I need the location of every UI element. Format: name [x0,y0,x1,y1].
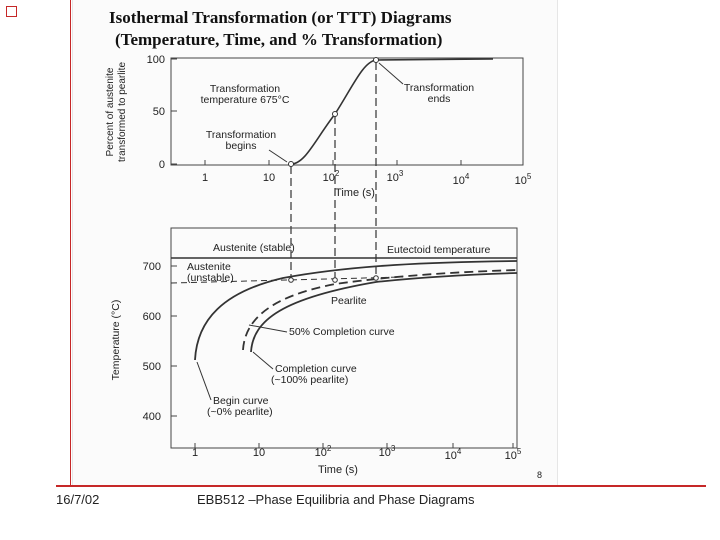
bottom-xlabel: Time (s) [318,464,358,476]
top-xtick-10-2: 102 [323,169,340,184]
bottom-xtick-10-3: 103 [379,444,396,459]
label-completion-line1: Completion curve [275,363,357,375]
bottom-ytick-600: 600 [143,311,161,323]
annotation-ends-line2: ends [428,93,451,105]
top-xticks [204,160,524,165]
bottom-ytick-400: 400 [143,411,161,423]
annotation-transformation-temp-line2: temperature 675°C [201,94,290,106]
page-number: 8 [537,470,542,480]
arrow-begin [196,361,212,401]
arrow-fifty-percent [248,324,288,333]
footer-date: 16/7/02 [56,492,100,507]
point-transformation-ends [373,57,379,63]
top-xtick-10-4: 104 [453,172,470,187]
label-pearlite: Pearlite [331,295,367,307]
point-end-675 [373,275,379,281]
label-begin-line2: (~0% pearlite) [207,406,273,418]
bottom-xtick-10: 10 [253,447,265,459]
annotation-begins-line2: begins [226,140,257,152]
footer-course-title: EBB512 –Phase Equilibria and Phase Diagr… [197,492,475,507]
point-begin-675 [288,277,294,283]
top-plot: 0 50 100 Percent of austenite transforme… [105,54,532,199]
point-transformation-begins [288,161,294,167]
bottom-ytick-700: 700 [143,261,161,273]
bottom-xtick-10-2: 102 [315,444,332,459]
slide-corner-marker [6,6,17,17]
label-austenite-unstable-line2: (unstable) [187,272,234,284]
label-begin-line1: Begin curve [213,395,269,407]
top-xlabel: Time (s) [335,187,375,199]
bottom-plot-frame [170,227,518,449]
bottom-ylabel: Temperature (°C) [110,300,122,381]
annotation-begins-line1: Transformation [206,129,276,141]
top-plot-frame [170,57,524,166]
ttt-diagram-svg: 0 50 100 Percent of austenite transforme… [105,54,542,480]
top-ytick-label-0: 0 [159,159,165,171]
point-50-percent [332,111,338,117]
slide-vertical-rule [70,0,71,487]
arrow-ends [378,62,404,85]
label-austenite-stable: Austenite (stable) [213,242,295,254]
bottom-xtick-10-4: 104 [445,447,462,462]
label-eutectoid: Eutectoid temperature [387,244,490,256]
top-xtick-10-3: 103 [387,169,404,184]
bottom-xtick-1: 1 [192,447,198,459]
completion-curve [250,272,518,353]
annotation-ends-line1: Transformation [404,82,474,94]
arrow-begins [268,149,288,163]
figure-title-line1: Isothermal Transformation (or TTT) Diagr… [109,8,452,27]
ttt-figure: Isothermal Transformation (or TTT) Diagr… [72,0,558,487]
top-xtick-1: 1 [202,172,208,184]
isotherm-675 [170,276,404,284]
bottom-xtick-10-5: 105 [505,447,522,462]
fifty-percent-curve [242,269,518,351]
bottom-ytick-500: 500 [143,361,161,373]
label-austenite-unstable-line1: Austenite [187,261,231,273]
figure-title-line2: (Temperature, Time, and % Transformation… [115,30,443,49]
point-50-675 [332,277,338,283]
top-ylabel-line1: Percent of austenite [105,67,116,156]
top-ytick-label-50: 50 [153,106,165,118]
top-xtick-10: 10 [263,172,275,184]
projection-lines [290,62,377,282]
bottom-plot: 700 600 500 400 Temperature (°C) 1 10 10… [110,227,522,476]
label-completion-line2: (~100% pearlite) [271,374,348,386]
bottom-xticks [194,443,514,448]
annotation-transformation-temp-line1: Transformation [210,83,280,95]
footer-rule [56,485,706,487]
top-xtick-10-5: 105 [515,172,532,187]
label-fifty-percent: 50% Completion curve [289,326,395,338]
arrow-completion [252,351,274,370]
top-ytick-label-100: 100 [147,54,165,66]
begin-curve [194,260,518,361]
top-ylabel-line2: transformed to pearlite [117,62,128,162]
